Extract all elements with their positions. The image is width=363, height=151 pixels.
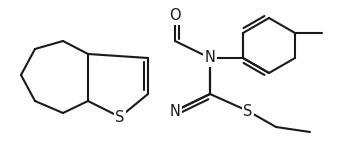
Text: N: N (205, 50, 215, 66)
Text: N: N (170, 103, 180, 119)
Text: O: O (169, 8, 181, 24)
Text: S: S (115, 109, 125, 125)
Text: S: S (243, 103, 253, 119)
